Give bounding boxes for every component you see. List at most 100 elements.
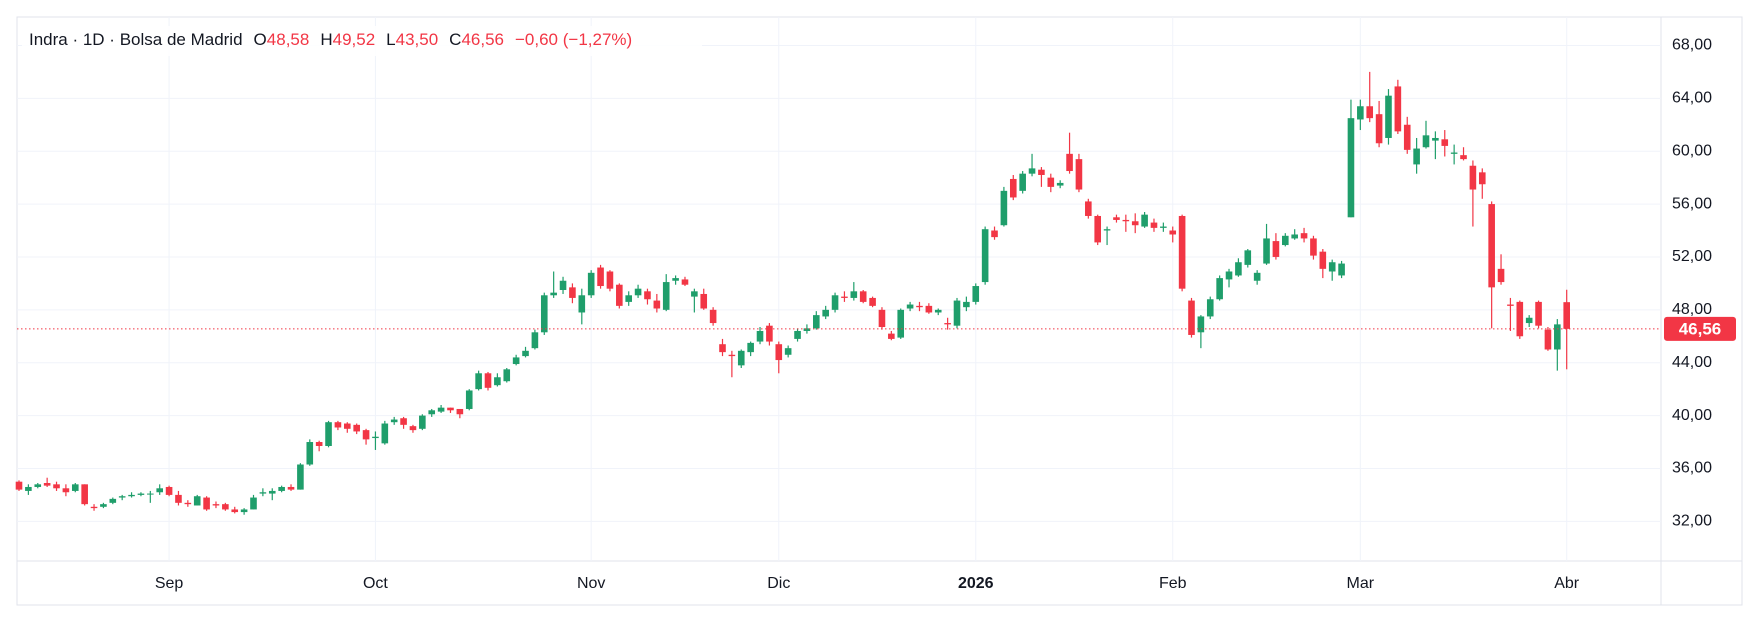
candle-body bbox=[456, 408, 464, 415]
candle-body bbox=[1497, 268, 1505, 283]
candle-body bbox=[1122, 219, 1130, 222]
candle-body bbox=[494, 377, 501, 386]
x-tick-label: Dic bbox=[767, 575, 790, 592]
candle-body bbox=[25, 486, 32, 491]
candle-body bbox=[1235, 262, 1242, 276]
candle-body bbox=[1460, 155, 1467, 160]
candle-body bbox=[1197, 316, 1205, 333]
candle-body bbox=[240, 509, 248, 513]
candle-body bbox=[1188, 300, 1195, 335]
candle-body bbox=[953, 300, 961, 326]
candle-body bbox=[390, 419, 398, 423]
candles bbox=[15, 71, 1570, 515]
candle-body bbox=[916, 305, 923, 308]
ohlc-key: H bbox=[320, 30, 332, 49]
candle-body bbox=[831, 295, 839, 310]
candle-body bbox=[775, 344, 783, 361]
candle-body bbox=[512, 357, 520, 365]
candle-body bbox=[147, 493, 154, 495]
candle-body bbox=[653, 300, 661, 309]
y-tick-label: 68,00 bbox=[1672, 37, 1712, 54]
candle-body bbox=[859, 291, 867, 302]
candle-body bbox=[156, 488, 163, 493]
candle-body bbox=[128, 494, 135, 497]
header-bg bbox=[22, 26, 702, 56]
candle-body bbox=[362, 430, 370, 440]
candle-body bbox=[268, 490, 276, 494]
y-tick-label: 40,00 bbox=[1672, 407, 1712, 424]
candle-body bbox=[963, 301, 970, 308]
candle-body bbox=[531, 332, 539, 349]
candle-body bbox=[1244, 250, 1252, 265]
candle-body bbox=[1216, 278, 1223, 300]
candle-body bbox=[203, 497, 210, 510]
y-tick-label: 36,00 bbox=[1672, 460, 1712, 477]
candle-body bbox=[1038, 169, 1045, 175]
candle-body bbox=[325, 422, 332, 446]
y-tick-label: 64,00 bbox=[1672, 90, 1712, 107]
candle-body bbox=[522, 350, 529, 357]
candle-body bbox=[728, 354, 736, 357]
candle-body bbox=[1131, 221, 1139, 226]
candle-body bbox=[869, 297, 876, 306]
candle-body bbox=[437, 407, 445, 412]
candle-body bbox=[1263, 238, 1270, 264]
candle-body bbox=[344, 423, 351, 429]
candle-body bbox=[1253, 272, 1261, 281]
candle-body bbox=[1375, 114, 1383, 144]
candle-body bbox=[137, 493, 145, 495]
ohlc-value: 43,50 bbox=[396, 30, 439, 49]
candle-body bbox=[1047, 177, 1055, 187]
candle-body bbox=[250, 497, 257, 510]
candle-body bbox=[1413, 148, 1420, 165]
candle-body bbox=[681, 279, 689, 285]
candle-body bbox=[569, 287, 576, 298]
candle-body bbox=[888, 333, 895, 339]
candle-body bbox=[1347, 118, 1355, 218]
candle-body bbox=[1282, 235, 1289, 246]
candle-body bbox=[353, 424, 360, 432]
candle-body bbox=[1206, 299, 1214, 317]
ohlc-key: C bbox=[449, 30, 461, 49]
candle-body bbox=[81, 484, 88, 505]
y-tick-label: 52,00 bbox=[1672, 248, 1712, 265]
candle-body bbox=[315, 442, 323, 446]
candle-body bbox=[1366, 106, 1374, 119]
candle-body bbox=[1225, 271, 1233, 280]
x-tick-label: 2026 bbox=[958, 575, 994, 592]
candle-body bbox=[1075, 159, 1083, 190]
candle-body bbox=[672, 278, 679, 281]
candle-body bbox=[925, 305, 933, 313]
candle-body bbox=[1300, 233, 1308, 239]
candle-body bbox=[1338, 263, 1345, 276]
candle-body bbox=[175, 494, 182, 503]
candle-body bbox=[747, 342, 754, 353]
x-tick-label: Feb bbox=[1159, 575, 1187, 592]
candle-body bbox=[297, 464, 304, 490]
candle-body bbox=[100, 504, 107, 507]
candle-body bbox=[1000, 190, 1008, 226]
candle-body bbox=[1094, 215, 1101, 243]
y-tick-label: 48,00 bbox=[1672, 301, 1712, 318]
candle-body bbox=[1403, 124, 1411, 150]
ohlc-value: 49,52 bbox=[333, 30, 376, 49]
candle-body bbox=[1160, 226, 1167, 228]
x-tick-label: Oct bbox=[363, 575, 388, 592]
candle-body bbox=[756, 330, 764, 342]
candle-body bbox=[381, 423, 389, 444]
candle-body bbox=[1066, 153, 1073, 172]
candle-body bbox=[700, 293, 708, 309]
ohlc-key: L bbox=[386, 30, 395, 49]
candle-body bbox=[850, 291, 858, 298]
grid bbox=[17, 17, 1661, 561]
y-tick-label: 32,00 bbox=[1672, 513, 1712, 530]
candle-body bbox=[1554, 324, 1561, 350]
candle-body bbox=[1544, 329, 1552, 350]
x-tick-label: Sep bbox=[155, 575, 184, 592]
candle-body bbox=[794, 330, 801, 339]
candle-body bbox=[1272, 241, 1280, 257]
candle-body bbox=[90, 506, 98, 509]
ohlc-value: 46,56 bbox=[461, 30, 504, 49]
